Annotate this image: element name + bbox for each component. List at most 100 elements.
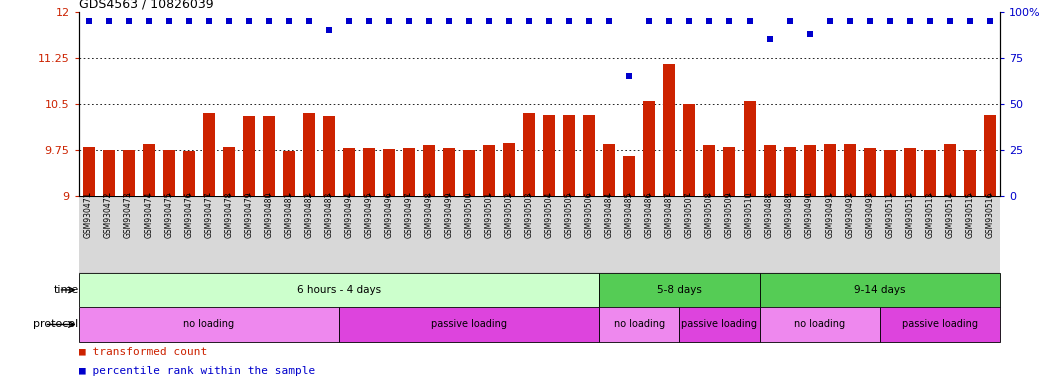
Bar [804,146,816,196]
Point [120,18,137,24]
Text: no loading: no loading [183,319,235,329]
Bar [704,146,715,196]
Bar [879,307,1000,342]
Point [781,18,798,24]
Point [461,18,477,24]
Point [500,18,517,24]
Point [200,18,217,24]
Bar [339,307,599,342]
Point [801,31,818,37]
Point [220,18,237,24]
Bar [263,116,274,196]
Point [921,18,938,24]
Point [541,18,558,24]
Text: passive loading: passive loading [901,319,978,329]
Bar [884,150,896,196]
Bar [423,146,436,196]
Point [621,73,638,79]
Bar [223,147,235,196]
Point [821,18,838,24]
Bar [322,116,335,196]
Bar [904,148,916,196]
Point [761,36,778,42]
Point [862,18,878,24]
Bar [984,115,996,196]
Bar [303,113,315,196]
Bar [743,101,756,196]
Bar [844,144,855,196]
Point [641,18,658,24]
Bar [142,144,155,196]
Point [701,18,718,24]
Point [901,18,918,24]
Point [981,18,998,24]
Text: GDS4563 / 10826039: GDS4563 / 10826039 [79,0,214,10]
Bar [723,147,735,196]
Bar [684,104,695,196]
Bar [759,307,879,342]
Point [882,18,898,24]
Point [401,18,418,24]
Bar [483,146,495,196]
Point [300,18,317,24]
Bar [463,150,475,196]
Bar [943,144,956,196]
Bar [504,143,515,196]
Text: protocol: protocol [34,319,79,329]
Point [281,18,297,24]
Bar [599,273,759,307]
Bar [83,147,94,196]
Bar [543,115,555,196]
Point [381,18,398,24]
Bar [923,150,936,196]
Bar [680,307,759,342]
Bar [824,144,836,196]
Text: no loading: no loading [614,319,665,329]
Point [441,18,458,24]
Bar [563,115,575,196]
Point [320,27,337,33]
Bar [583,115,596,196]
Text: no loading: no loading [794,319,845,329]
Point [661,18,677,24]
Point [561,18,578,24]
Bar [103,150,114,196]
Bar [763,146,776,196]
Bar [599,307,680,342]
Point [941,18,958,24]
Text: ■ transformed count: ■ transformed count [79,346,206,356]
Point [241,18,258,24]
Bar [623,156,636,196]
Point [140,18,157,24]
Point [340,18,357,24]
Bar [964,150,976,196]
Bar [182,151,195,196]
Point [421,18,438,24]
Point [961,18,978,24]
Point [101,18,117,24]
Bar [664,64,675,196]
Bar [363,148,375,196]
Bar [603,144,616,196]
Point [261,18,277,24]
Point [581,18,598,24]
Text: time: time [53,285,79,295]
Text: 9-14 days: 9-14 days [854,285,906,295]
Point [842,18,859,24]
Bar [203,113,215,196]
Text: 5-8 days: 5-8 days [656,285,701,295]
Bar [243,116,254,196]
Bar [79,273,599,307]
Bar [162,150,175,196]
Point [81,18,97,24]
Point [481,18,497,24]
Point [681,18,697,24]
Bar [864,148,875,196]
Bar [443,148,455,196]
Bar [403,148,415,196]
Bar [79,307,339,342]
Bar [643,101,655,196]
Bar [759,273,1000,307]
Text: passive loading: passive loading [431,319,507,329]
Point [360,18,377,24]
